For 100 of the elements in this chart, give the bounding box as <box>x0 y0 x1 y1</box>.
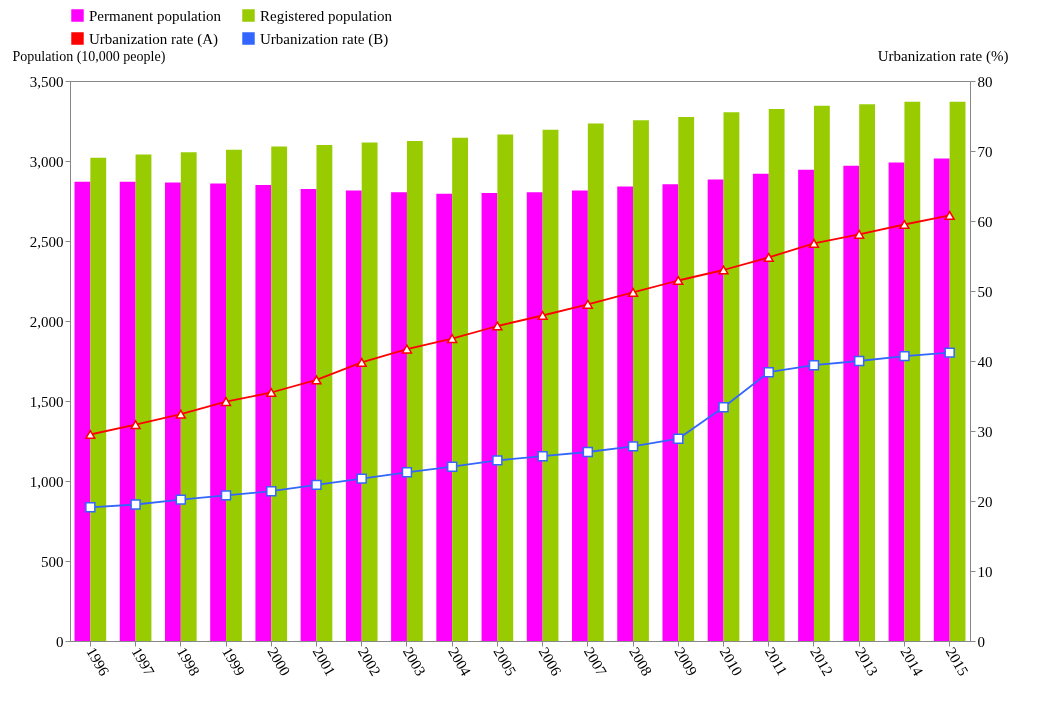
bar <box>662 184 679 641</box>
y2-tick-label: 50 <box>977 283 993 300</box>
bar <box>74 181 91 641</box>
point <box>175 494 187 505</box>
legend-label: Registered population <box>260 7 393 24</box>
bar <box>723 112 740 641</box>
y-tick-label: 3,000 <box>29 153 64 170</box>
point <box>85 429 96 440</box>
bar <box>587 123 604 641</box>
point <box>266 387 277 398</box>
y2-axis-title: Urbanization rate (%) <box>877 47 1009 65</box>
bar <box>904 101 921 641</box>
bar <box>542 129 559 641</box>
bar <box>933 158 950 641</box>
y2-tick-label: 10 <box>977 563 993 580</box>
point <box>853 355 865 367</box>
point <box>627 441 639 452</box>
point <box>356 357 367 368</box>
point <box>175 409 187 419</box>
point <box>311 479 322 491</box>
point <box>944 347 955 358</box>
bar <box>255 185 272 641</box>
point <box>492 455 503 466</box>
point <box>130 420 141 430</box>
point <box>401 467 413 478</box>
point <box>718 265 729 275</box>
legend-label: Permanent population <box>89 7 222 24</box>
bar <box>180 152 197 641</box>
point <box>537 450 548 462</box>
bar <box>300 189 317 641</box>
point <box>492 321 503 331</box>
bar <box>345 190 362 641</box>
y-tick-label: 500 <box>41 553 64 570</box>
y-axis-title: Population (10,000 people) <box>12 48 166 65</box>
point <box>808 359 820 371</box>
point <box>853 229 865 239</box>
point <box>763 366 774 378</box>
point <box>537 310 548 321</box>
point <box>673 433 684 444</box>
bar <box>617 186 634 641</box>
bar <box>316 145 333 641</box>
y2-tick-label: 60 <box>977 213 993 230</box>
legend-label: Urbanization rate (B) <box>260 30 389 48</box>
bar <box>436 193 453 641</box>
legend-label: Urbanization rate (A) <box>89 30 219 48</box>
bar <box>798 169 814 641</box>
bar <box>843 165 860 641</box>
y-tick-label: 1,500 <box>29 393 64 410</box>
y-tick-label: 3,500 <box>29 73 64 90</box>
bar <box>226 149 242 641</box>
point <box>763 252 774 263</box>
y2-tick-label: 40 <box>977 353 993 370</box>
point <box>899 219 910 230</box>
point <box>673 275 684 286</box>
bar <box>210 183 227 641</box>
bar <box>888 162 905 641</box>
y-tick-label: 1,000 <box>29 473 64 490</box>
bar <box>678 117 695 641</box>
point <box>311 375 322 385</box>
bar <box>452 137 468 641</box>
bar <box>361 142 378 641</box>
point <box>446 333 458 344</box>
bar <box>526 192 543 641</box>
bar <box>752 173 769 641</box>
bar <box>497 134 514 641</box>
bar <box>135 154 152 641</box>
point <box>85 502 96 513</box>
point <box>627 287 639 298</box>
bar <box>271 146 288 641</box>
point <box>220 396 232 407</box>
bar <box>572 190 588 641</box>
bar <box>768 109 785 641</box>
bar <box>859 104 876 641</box>
bar <box>949 101 966 641</box>
point <box>899 350 910 362</box>
point <box>356 473 367 484</box>
point <box>220 490 232 501</box>
bar <box>90 157 107 641</box>
point <box>944 210 955 221</box>
point <box>266 485 277 497</box>
bar <box>481 193 498 641</box>
x-tick-label: 1997 <box>128 644 158 679</box>
bar <box>707 179 724 641</box>
point <box>582 446 594 458</box>
y-tick-label: 2,000 <box>29 313 64 330</box>
bar <box>164 182 181 641</box>
point <box>582 299 594 309</box>
bar <box>813 105 830 641</box>
y2-tick-label: 20 <box>977 493 993 510</box>
point <box>808 238 820 249</box>
y-tick-label: 0 <box>56 633 64 650</box>
point <box>130 499 141 510</box>
bar <box>119 181 136 641</box>
bar <box>406 141 423 641</box>
point <box>718 401 729 413</box>
y-tick-label: 2,500 <box>29 233 64 250</box>
y2-tick-label: 80 <box>977 73 993 90</box>
y2-tick-label: 0 <box>977 633 985 650</box>
bar <box>633 120 649 641</box>
point <box>446 461 458 472</box>
